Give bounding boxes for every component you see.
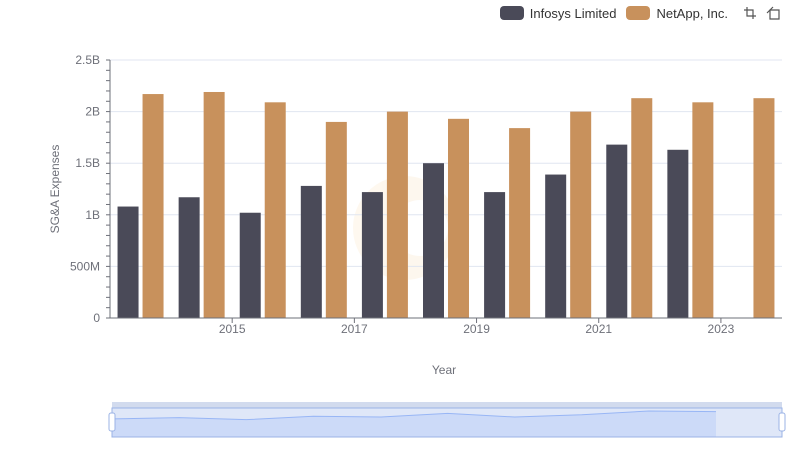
slider-top-bar xyxy=(112,402,782,408)
x-axis-title: Year xyxy=(432,363,456,377)
bar-series xyxy=(117,91,775,319)
x-tick-labels: 2015 2017 2019 2021 2023 xyxy=(219,322,735,336)
legend-swatch-netapp xyxy=(626,6,651,20)
legend-label-infosys: Infosys Limited xyxy=(529,5,617,21)
x-tick-label: 2023 xyxy=(708,322,735,336)
bar-netapp-2017 xyxy=(325,121,347,318)
restore-icon[interactable] xyxy=(766,5,782,21)
bar-infosys-2017 xyxy=(300,185,322,318)
bar-infosys-2014 xyxy=(117,206,139,318)
x-tick-label: 2015 xyxy=(219,322,246,336)
bar-netapp-2014 xyxy=(142,94,164,318)
legend-item-infosys[interactable]: Infosys Limited xyxy=(499,5,617,21)
slider-handle-right xyxy=(778,412,786,432)
y-tick-label: 1.5B xyxy=(75,156,100,170)
slider-line xyxy=(111,410,717,421)
x-tick-label: 2017 xyxy=(341,322,368,336)
y-tick-labels: 0 500M 1B 1.5B 2B 2.5B xyxy=(70,53,100,325)
bar-netapp-2015 xyxy=(203,91,225,318)
bar-infosys-2020 xyxy=(484,192,506,318)
bar-infosys-2018 xyxy=(361,192,383,318)
bar-netapp-2019 xyxy=(448,118,469,318)
slider-selection xyxy=(111,407,783,438)
zoom-area-icon[interactable] xyxy=(742,5,758,21)
axes xyxy=(106,59,782,323)
y-tick-label: 0 xyxy=(93,311,100,325)
bar-netapp-2023 xyxy=(692,102,714,318)
bar-netapp-2022 xyxy=(631,98,653,319)
bar-netapp-2016 xyxy=(264,102,286,318)
bar-infosys-2019 xyxy=(423,163,444,318)
slider-area xyxy=(112,411,716,437)
bar-netapp-2021 xyxy=(570,111,592,318)
bar-netapp-2024 xyxy=(753,98,775,319)
x-tick-label: 2021 xyxy=(585,322,612,336)
slider-handle-left xyxy=(108,412,116,432)
data-zoom-slider[interactable] xyxy=(108,402,786,438)
y-tick-label: 500M xyxy=(70,259,100,273)
toolbox xyxy=(742,5,782,21)
y-tick-label: 2.5B xyxy=(75,53,100,67)
x-tick-label: 2019 xyxy=(463,322,490,336)
bar-infosys-2023 xyxy=(667,149,689,318)
legend-swatch-infosys xyxy=(499,6,524,20)
bar-netapp-2020 xyxy=(509,128,531,318)
bar-infosys-2021 xyxy=(545,174,567,318)
bar-infosys-2022 xyxy=(606,144,628,318)
legend: Infosys Limited NetApp, Inc. xyxy=(499,4,782,22)
y-tick-label: 1B xyxy=(85,208,100,222)
legend-label-netapp: NetApp, Inc. xyxy=(656,5,728,21)
y-axis-title: SG&A Expenses xyxy=(48,145,62,234)
bar-infosys-2016 xyxy=(239,212,261,318)
bar-infosys-2015 xyxy=(178,197,200,318)
y-tick-label: 2B xyxy=(85,105,100,119)
bar-netapp-2018 xyxy=(386,111,408,318)
legend-item-netapp[interactable]: NetApp, Inc. xyxy=(626,6,728,21)
